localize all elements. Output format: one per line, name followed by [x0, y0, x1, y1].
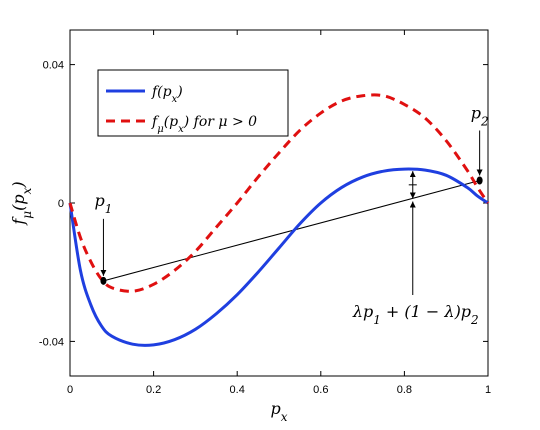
legend-label-f-mu: fμ(px) for μ > 0	[151, 114, 257, 135]
x-tick-label: 0	[67, 384, 73, 396]
annotation-p2: p2	[471, 104, 489, 129]
y-axis-label: fμ(px)	[9, 181, 34, 225]
x-tick-label: 0.2	[146, 384, 161, 396]
y-tick-label: 0	[58, 198, 64, 210]
y-tick-label: -0.04	[39, 336, 64, 348]
series-line-f-mu	[68, 93, 490, 293]
point-p1	[100, 276, 107, 285]
legend-box	[97, 69, 289, 137]
axes: 0 0.2 0.4 0.6 0.8 1 -0.04 0 0.04 px fμ(px)	[9, 29, 491, 424]
x-axis-label: px	[270, 399, 287, 424]
x-tick-label: 1	[485, 384, 491, 396]
y-tick-label: 0.04	[43, 60, 64, 72]
legend-label-f: f(px)	[151, 84, 183, 105]
annotation-p1: p1	[94, 191, 112, 216]
point-p2	[476, 176, 483, 185]
x-tick-label: 0.4	[230, 384, 245, 396]
series-line-f	[68, 167, 489, 347]
chord-line	[103, 180, 480, 282]
x-tick-label: 0.8	[397, 384, 412, 396]
legend: f(px) fμ(px) for μ > 0	[97, 69, 289, 137]
series-layer	[68, 93, 490, 347]
annotation-layer: p1 p2 λp1 + (1 − λ)p2	[94, 104, 488, 327]
annotation-convex-combination: λp1 + (1 − λ)p2	[352, 302, 479, 327]
x-tick-label: 0.6	[313, 384, 328, 396]
